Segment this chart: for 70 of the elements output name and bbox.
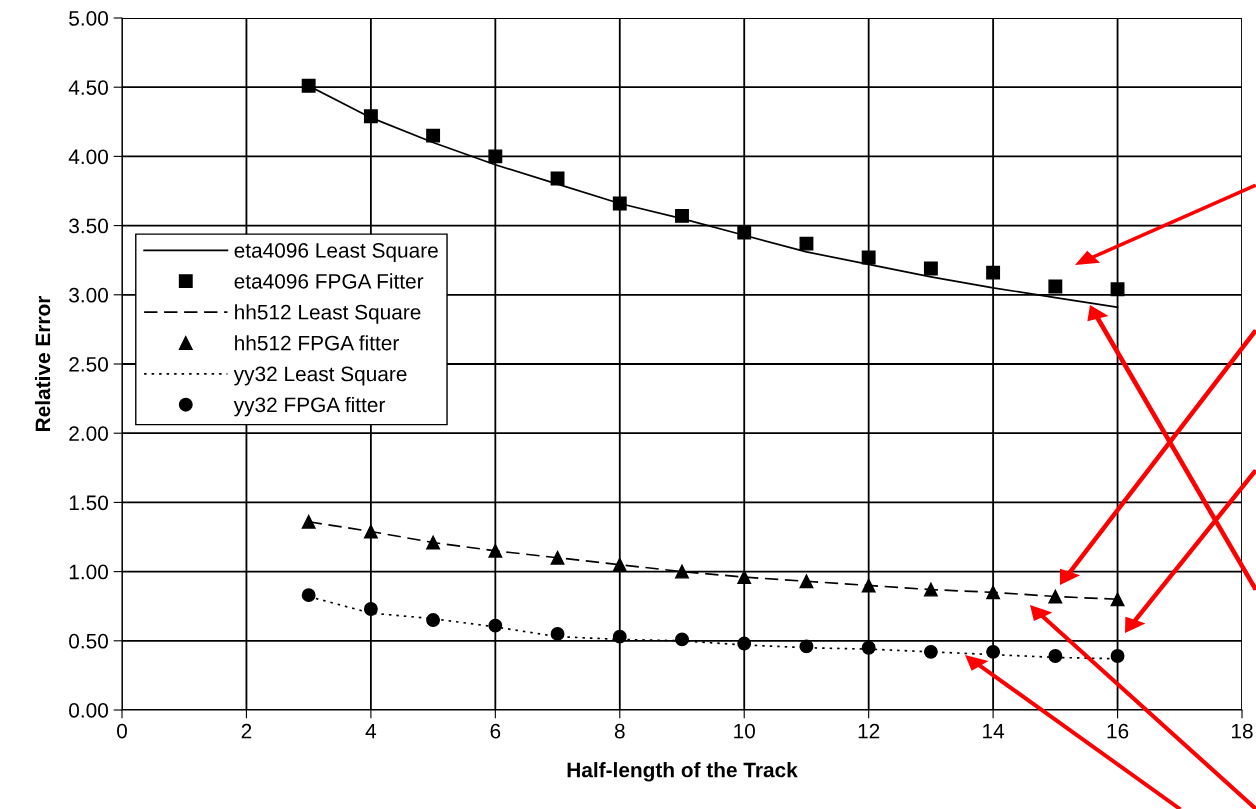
point — [1110, 649, 1125, 663]
x-tick-label: 12 — [858, 723, 880, 739]
x-tick-label: 10 — [734, 723, 755, 739]
point — [986, 265, 1001, 280]
point — [301, 78, 316, 93]
point — [426, 535, 441, 550]
point — [426, 128, 441, 143]
point — [923, 261, 938, 276]
legend-label: eta4096 FPGA Fitter — [234, 273, 424, 289]
point — [737, 636, 752, 651]
point — [1110, 592, 1125, 607]
y-tick-label: 5.00 — [69, 11, 108, 26]
point — [737, 225, 752, 240]
point — [799, 639, 814, 654]
x-tick-label: 2 — [241, 723, 252, 739]
point — [612, 196, 627, 211]
x-tick-label: 8 — [614, 723, 625, 739]
y-tick-label: 3.50 — [69, 218, 108, 234]
x-tick-label: 14 — [983, 723, 1005, 739]
y-axis-title: Relative Error — [34, 295, 51, 431]
x-axis-title: Half-length of the Track — [567, 762, 798, 782]
point — [799, 574, 814, 589]
legend-label: yy32 FPGA fitter — [233, 396, 386, 417]
point — [363, 602, 378, 616]
point — [737, 570, 752, 585]
point — [986, 644, 1001, 659]
x-tick-label: 4 — [365, 723, 377, 739]
y-tick-label: 2.50 — [69, 357, 108, 372]
x-tick-label: 0 — [117, 723, 127, 739]
y-tick-label: 1.50 — [69, 495, 108, 511]
point — [301, 588, 316, 603]
point — [675, 208, 689, 223]
point — [923, 582, 938, 597]
point — [986, 585, 1001, 600]
legend-label: hh512 Least Square — [235, 304, 421, 324]
y-tick-label: 0.00 — [69, 703, 108, 718]
point — [612, 557, 627, 572]
point — [675, 632, 689, 647]
x-tick-label: 6 — [490, 723, 501, 739]
point — [363, 109, 378, 124]
y-tick-label: 3.00 — [69, 287, 108, 303]
point — [799, 236, 814, 251]
point — [488, 543, 503, 558]
point — [1110, 282, 1125, 297]
y-tick-label: 1.00 — [69, 564, 108, 580]
point — [675, 564, 689, 579]
point — [612, 629, 627, 644]
point — [1048, 649, 1063, 663]
point — [861, 578, 876, 593]
point — [1048, 589, 1063, 604]
legend-label: hh512 FPGA fitter — [235, 335, 399, 351]
point — [488, 618, 503, 633]
point — [923, 644, 938, 659]
x-tick-label: 18 — [1232, 723, 1253, 739]
legend-label: yy32 Least Square — [233, 366, 407, 386]
point — [488, 149, 503, 164]
point — [301, 514, 316, 529]
y-tick-label: 4.50 — [68, 80, 108, 95]
point — [1048, 279, 1063, 294]
y-tick-label: 4.00 — [68, 149, 108, 165]
point — [861, 250, 876, 265]
point — [550, 550, 565, 565]
y-tick-label: 2.00 — [69, 426, 108, 441]
point — [363, 524, 378, 539]
point — [550, 626, 565, 641]
legend-label: eta4096 Least Square — [234, 243, 438, 262]
point — [426, 613, 441, 627]
point — [861, 640, 876, 655]
x-tick-label: 16 — [1107, 723, 1129, 739]
y-tick-label: 0.50 — [69, 633, 108, 649]
